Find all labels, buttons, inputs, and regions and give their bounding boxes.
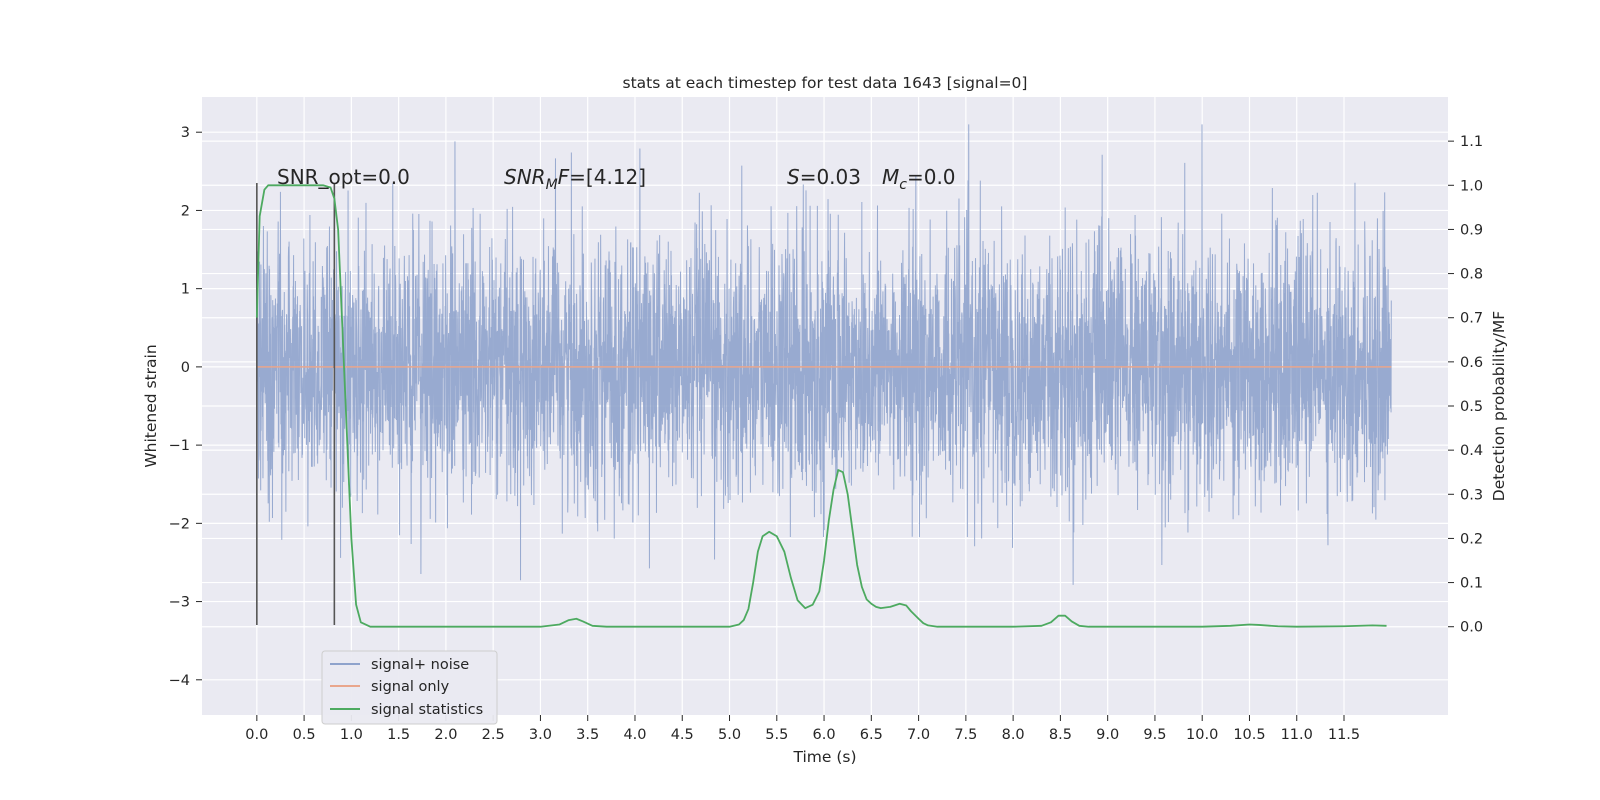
stats-line [255,184,1387,628]
y-right-tick-label: 0.1 [1460,576,1483,592]
annotation-s: S=0.03 [787,165,861,189]
x-tick-label: 7.5 [954,727,977,743]
y-right-tick-label: 0.6 [1460,355,1483,371]
y-axis-right-ticks: 1.1 1.0 0.9 0.8 0.7 0.6 0.5 0.4 0.3 0.2 0.1 0.0 [1448,134,1483,636]
x-tick-label: 5.0 [718,727,741,743]
y-right-tick-label: 0.0 [1460,620,1483,636]
y-left-tick-label: −2 [169,516,190,532]
y-left-tick-label: 3 [181,125,190,141]
x-tick-label: 7.0 [907,727,930,743]
x-axis-label: Time (s) [792,748,856,766]
x-tick-label: 0.0 [245,727,268,743]
y-axis-right-label: Detection probability/MF [1490,311,1508,502]
x-tick-label: 3.5 [576,727,599,743]
legend-box [321,650,498,725]
x-tick-label: 5.5 [765,727,788,743]
y-left-tick-label: −4 [169,673,190,689]
y-right-tick-label: 1.0 [1460,178,1483,194]
annotation-snr-opt: SNR_opt=0.0 [277,165,410,189]
y-left-tick-label: 1 [181,282,190,298]
x-tick-label: 4.5 [671,727,694,743]
y-right-tick-label: 1.1 [1460,134,1483,150]
y-axis-left-label: Whitened strain [142,344,160,467]
x-tick-label: 11.5 [1328,727,1360,743]
x-tick-label: 2.5 [482,727,505,743]
y-right-tick-label: 0.5 [1460,399,1483,415]
legend-label-signal-statistics: signal statistics [371,702,483,718]
y-left-tick-label: −1 [169,438,190,454]
x-tick-label: 8.5 [1049,727,1072,743]
y-left-tick-label: −3 [169,595,190,611]
noise-line [256,124,1392,585]
annotation-snr-mf: SNRMF=[4.12] [504,165,646,193]
x-tick-label: 0.5 [293,727,316,743]
x-tick-label: 6.5 [860,727,883,743]
x-tick-label: 8.0 [1002,727,1025,743]
annotations: SNR_opt=0.0 SNRMF=[4.12] S=0.03 Mc=0.0 [277,165,956,193]
x-tick-label: 1.0 [340,727,363,743]
x-tick-label: 9.0 [1096,727,1119,743]
x-tick-label: 3.0 [529,727,552,743]
y-right-tick-label: 0.4 [1460,443,1483,459]
x-tick-label: 2.0 [434,727,457,743]
legend: signal+ noise signal only signal statist… [321,650,498,725]
legend-label-signal-only: signal only [371,679,450,695]
legend-label-signal-plus-noise: signal+ noise [371,657,469,673]
y-axis-left-ticks: 3 2 1 0 −1 −2 −3 −4 [169,125,202,689]
y-right-tick-label: 0.7 [1460,311,1483,327]
y-left-tick-label: 2 [181,203,190,219]
y-left-tick-label: 0 [181,360,190,376]
x-tick-label: 11.0 [1281,727,1313,743]
x-tick-label: 9.5 [1143,727,1166,743]
x-axis-ticks: 0.0 0.5 1.0 1.5 2.0 2.5 3.0 3.5 4.0 4.5 5.0 5.5 6.0 6… [245,715,1360,743]
x-tick-label: 4.0 [623,727,646,743]
chart-title: stats at each timestep for test data 164… [623,74,1028,92]
y-right-tick-label: 0.2 [1460,531,1483,547]
x-tick-label: 10.0 [1186,727,1218,743]
y-right-tick-label: 0.8 [1460,267,1483,283]
series-signal-plus-noise [256,124,1392,585]
x-tick-label: 1.5 [387,727,410,743]
vertical-markers [256,183,336,626]
series-signal-statistics [255,184,1387,628]
y-right-tick-label: 0.3 [1460,487,1483,503]
x-tick-label: 6.0 [813,727,836,743]
y-right-tick-label: 0.9 [1460,222,1483,238]
x-tick-label: 10.5 [1233,727,1265,743]
annotation-mc: Mc=0.0 [882,165,956,193]
